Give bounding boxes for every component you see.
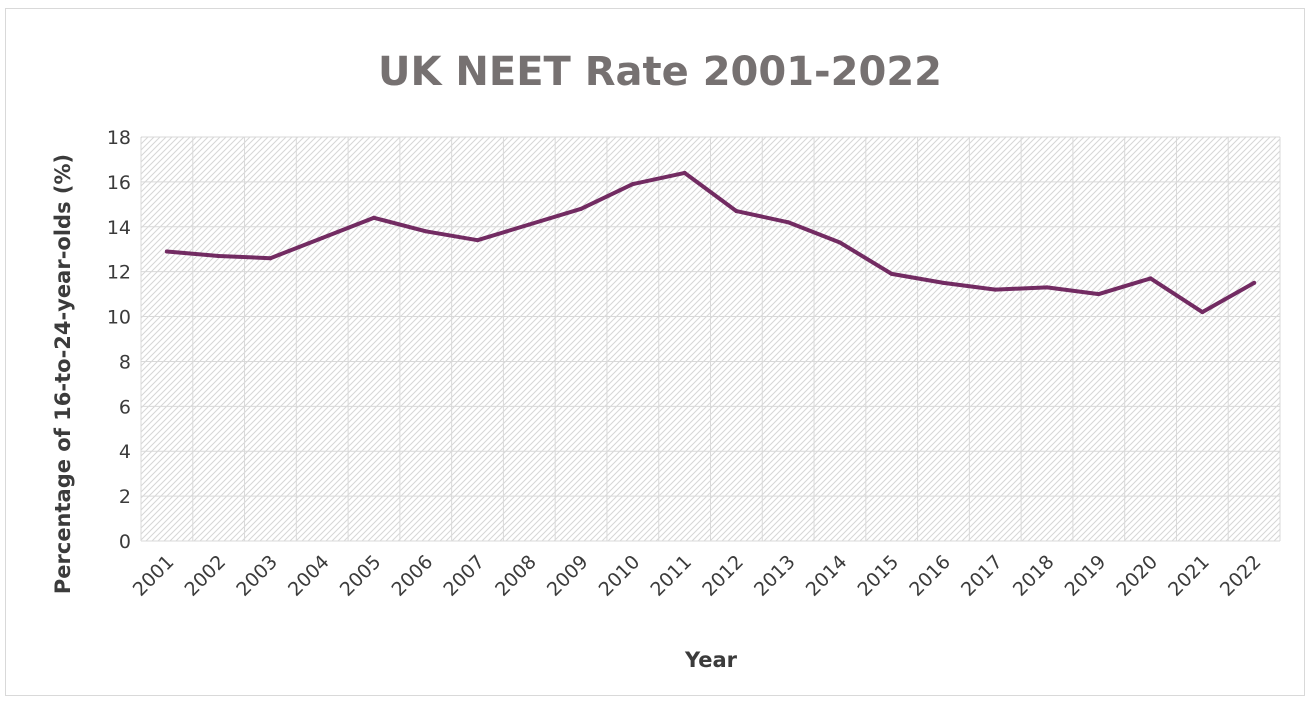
x-tick-label: 2002 <box>180 551 230 601</box>
data-point <box>371 215 376 220</box>
x-axis-ticks: 2001 2002 2003 2004 2005 2006 2007 2008 2009 2010… <box>129 551 1266 601</box>
data-point <box>423 229 428 234</box>
data-point <box>164 249 169 254</box>
y-tick-label: 4 <box>119 441 131 463</box>
data-point <box>734 209 739 214</box>
x-tick-label: 2019 <box>1061 551 1111 601</box>
x-tick-label: 2007 <box>439 551 489 601</box>
x-tick-label: 2014 <box>802 551 852 601</box>
data-point <box>993 287 998 292</box>
x-tick-label: 2011 <box>646 551 696 601</box>
x-tick-label: 2022 <box>1216 551 1266 601</box>
y-tick-label: 16 <box>107 172 131 194</box>
chart-frame: UK NEET Rate 2001-2022 0 2 4 6 8 10 12 14 16 18 2… <box>5 8 1305 696</box>
x-tick-label: 2020 <box>1112 551 1162 601</box>
data-point <box>786 220 791 225</box>
x-tick-label: 2015 <box>853 551 903 601</box>
data-point <box>579 206 584 211</box>
x-tick-label: 2008 <box>491 551 541 601</box>
data-point <box>268 256 273 261</box>
y-tick-label: 8 <box>119 351 131 373</box>
line-chart: UK NEET Rate 2001-2022 0 2 4 6 8 10 12 14 16 18 2… <box>51 49 1281 672</box>
data-point <box>216 253 221 258</box>
data-point <box>1096 292 1101 297</box>
x-tick-label: 2005 <box>336 551 386 601</box>
x-tick-label: 2001 <box>129 551 179 601</box>
y-tick-label: 10 <box>107 307 131 329</box>
data-point <box>682 170 687 175</box>
data-point <box>475 238 480 243</box>
series-line <box>164 170 1257 315</box>
x-tick-label: 2009 <box>543 551 593 601</box>
y-tick-label: 0 <box>119 531 131 553</box>
x-tick-label: 2017 <box>957 551 1007 601</box>
grid-lines <box>140 136 1281 542</box>
data-point <box>527 222 532 227</box>
data-point <box>1148 276 1153 281</box>
y-axis-title: Percentage of 16-to-24-year-olds (%) <box>51 154 75 594</box>
data-point <box>1200 310 1205 315</box>
x-tick-label: 2018 <box>1009 551 1059 601</box>
x-tick-label: 2012 <box>698 551 748 601</box>
data-point <box>630 182 635 187</box>
x-tick-label: 2003 <box>232 551 282 601</box>
x-tick-label: 2016 <box>905 551 955 601</box>
y-tick-label: 6 <box>119 396 131 418</box>
data-point <box>320 236 325 240</box>
x-tick-label: 2013 <box>750 551 800 601</box>
x-tick-label: 2004 <box>284 551 334 601</box>
y-tick-label: 12 <box>107 262 131 284</box>
data-point <box>1252 280 1257 285</box>
x-tick-label: 2021 <box>1164 551 1214 601</box>
data-point <box>1045 285 1050 290</box>
x-tick-label: 2010 <box>595 551 645 601</box>
y-axis-ticks: 0 2 4 6 8 10 12 14 16 18 <box>107 127 131 553</box>
data-point <box>889 271 894 276</box>
series-layer <box>164 170 1257 315</box>
x-axis-title: Year <box>684 648 738 672</box>
y-tick-label: 18 <box>107 127 131 149</box>
y-tick-label: 14 <box>107 217 131 239</box>
chart-title: UK NEET Rate 2001-2022 <box>378 49 942 95</box>
data-point <box>941 280 946 285</box>
data-point <box>837 240 842 245</box>
x-tick-label: 2006 <box>388 551 438 601</box>
y-tick-label: 2 <box>119 486 131 508</box>
